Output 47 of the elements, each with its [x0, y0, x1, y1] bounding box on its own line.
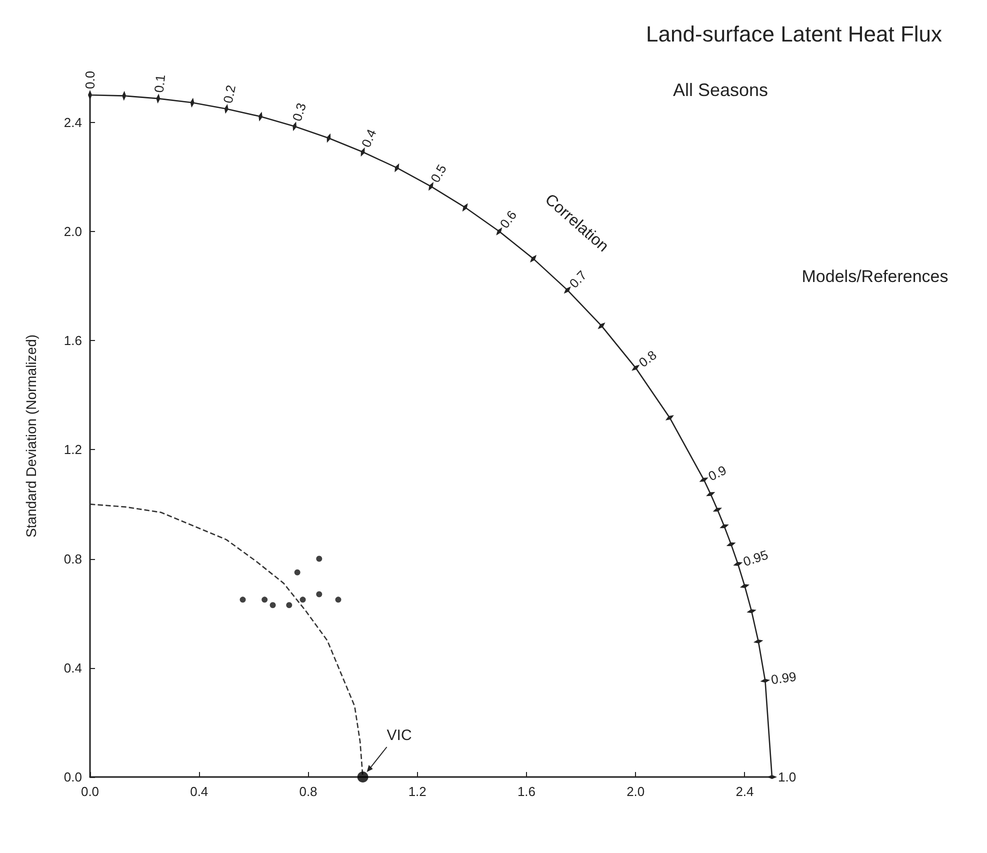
point	[357, 772, 368, 782]
annotation: 0.0	[82, 70, 98, 89]
x-tick-label: 1.2	[408, 784, 426, 799]
annotation: 0.4	[358, 126, 380, 150]
x-tick-label: 2.0	[626, 784, 645, 799]
annotation: VIC	[386, 727, 412, 744]
x-tick-label: 0.8	[299, 784, 318, 799]
y-tick-label: 0.0	[64, 770, 82, 784]
y-tick-label: 2.0	[64, 224, 82, 239]
point	[530, 254, 537, 262]
y-axis-title: Standard Deviation (Normalized)	[23, 334, 39, 538]
annotation: 0.3	[289, 101, 309, 123]
chart-title: Land-surface Latent Heat Flux	[646, 22, 942, 46]
point	[316, 591, 322, 598]
annotation: 0.6	[496, 208, 520, 232]
point	[335, 596, 342, 603]
x-tick-label: 0.4	[190, 784, 208, 799]
point	[300, 596, 306, 603]
point	[294, 569, 300, 576]
annotation: 0.99	[770, 668, 798, 688]
annotation: 0.9	[706, 462, 729, 484]
point	[632, 364, 640, 371]
y-tick-label: 1.2	[64, 442, 82, 458]
point	[286, 602, 292, 608]
x-tick-label: 0.0	[80, 784, 100, 799]
point	[598, 322, 606, 330]
annotation: 0.8	[636, 347, 660, 370]
annotation: 0.5	[428, 162, 450, 185]
annotation: 1.0	[778, 770, 796, 784]
point	[564, 286, 571, 294]
annotation: 0.1	[151, 74, 168, 94]
x-tick-label: 2.4	[736, 784, 754, 799]
point	[316, 556, 322, 562]
annotation: 0.7	[566, 268, 590, 292]
point	[270, 602, 276, 608]
y-tick-label: 0.4	[64, 660, 82, 676]
y-tick-label: 0.8	[64, 551, 82, 566]
y-tick-label: 2.4	[64, 114, 82, 130]
text: Models/References	[802, 267, 948, 286]
point	[496, 227, 502, 236]
annotation: 0.95	[741, 547, 770, 570]
y-tick-label: 1.6	[64, 333, 82, 348]
point	[240, 596, 246, 603]
annotation: 0.2	[220, 84, 239, 105]
x-tick-label: 1.6	[517, 784, 536, 799]
chart-subtitle: All Seasons	[673, 80, 768, 100]
point	[262, 596, 268, 603]
